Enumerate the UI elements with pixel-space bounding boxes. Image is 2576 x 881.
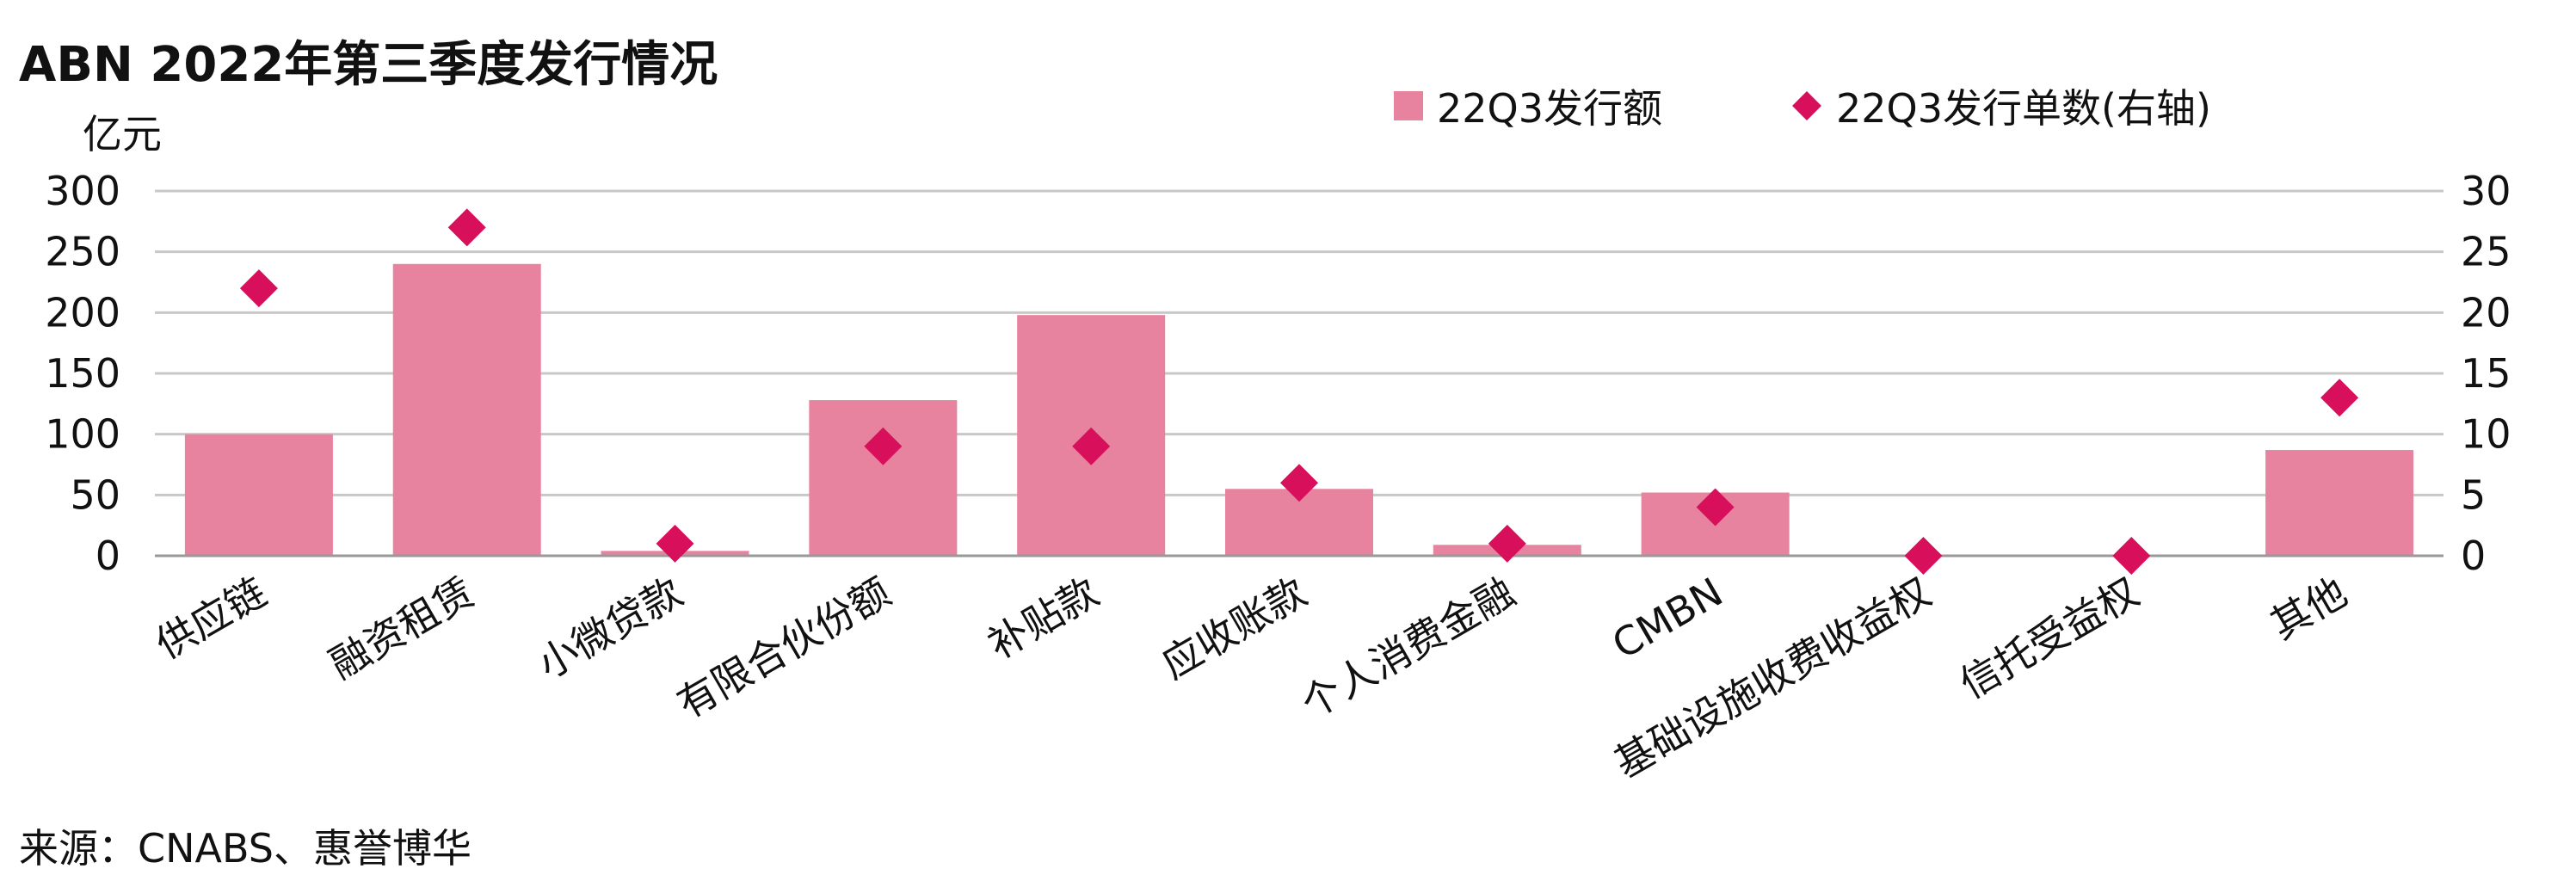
- legend-item-amount: 22Q3发行额: [1394, 77, 1662, 134]
- diamond-marker: [1696, 488, 1735, 527]
- bar: [809, 400, 958, 556]
- diamond-marker: [656, 524, 694, 563]
- diamond-marker: [1280, 464, 1318, 502]
- y-axis-tick-label: 250: [45, 229, 120, 275]
- diamond-marker: [1904, 537, 1943, 575]
- diamond-marker: [239, 269, 278, 308]
- x-axis-category-label: 小微贷款: [530, 569, 690, 688]
- y2-axis-tick-label: 20: [2461, 289, 2511, 336]
- chart-title: ABN 2022年第三季度发行情况: [19, 37, 718, 93]
- y-axis-tick-label: 0: [96, 533, 120, 579]
- x-axis-category-label: 补贴款: [980, 569, 1106, 668]
- legend-label-count: 22Q3发行单数(右轴): [1836, 85, 2211, 132]
- diamond-marker: [1488, 524, 1526, 563]
- y2-axis-tick-label: 30: [2461, 168, 2511, 214]
- bar: [2265, 450, 2414, 556]
- diamond-marker: [864, 427, 903, 465]
- x-axis-category-label: 信托受益权: [1952, 569, 2147, 708]
- x-axis-category-label: 融资租赁: [322, 569, 482, 688]
- x-axis-category-label: 有限合伙份额: [669, 569, 898, 728]
- diamond-marker: [2112, 537, 2151, 575]
- bar: [184, 434, 333, 556]
- diamond-marker: [447, 208, 486, 247]
- x-axis-category-label: 个人消费金融: [1293, 569, 1522, 728]
- x-axis-category-label: 其他: [2263, 569, 2355, 649]
- y-axis-tick-label: 100: [45, 411, 120, 458]
- legend-item-count: 22Q3发行单数(右轴): [1791, 77, 2211, 134]
- y2-axis-tick-label: 15: [2461, 350, 2511, 397]
- legend-bar-swatch-icon: [1394, 91, 1423, 120]
- y2-axis-tick-label: 10: [2461, 411, 2511, 458]
- diamond-marker: [2320, 379, 2359, 417]
- bar: [392, 263, 541, 556]
- y2-axis-tick-label: 5: [2461, 471, 2486, 518]
- x-axis-category-label: CMBN: [1605, 569, 1730, 668]
- y-axis-tick-label: 150: [45, 350, 120, 397]
- y2-axis-tick-label: 0: [2461, 533, 2486, 579]
- y-axis-tick-label: 50: [70, 471, 120, 518]
- legend-label-amount: 22Q3发行额: [1437, 85, 1663, 132]
- x-axis-category-label: 应收账款: [1154, 569, 1314, 688]
- source-note: 来源：CNABS、惠誉博华: [19, 825, 471, 872]
- y2-axis-tick-label: 25: [2461, 229, 2511, 275]
- y-axis-tick-label: 200: [45, 289, 120, 336]
- diamond-marker: [1072, 427, 1111, 465]
- y-axis-unit-label: 亿元: [83, 111, 162, 157]
- legend: 22Q3发行额 22Q3发行单数(右轴): [1394, 77, 2340, 134]
- x-axis-category-label: 供应链: [148, 569, 274, 668]
- y-axis-tick-label: 300: [45, 168, 120, 214]
